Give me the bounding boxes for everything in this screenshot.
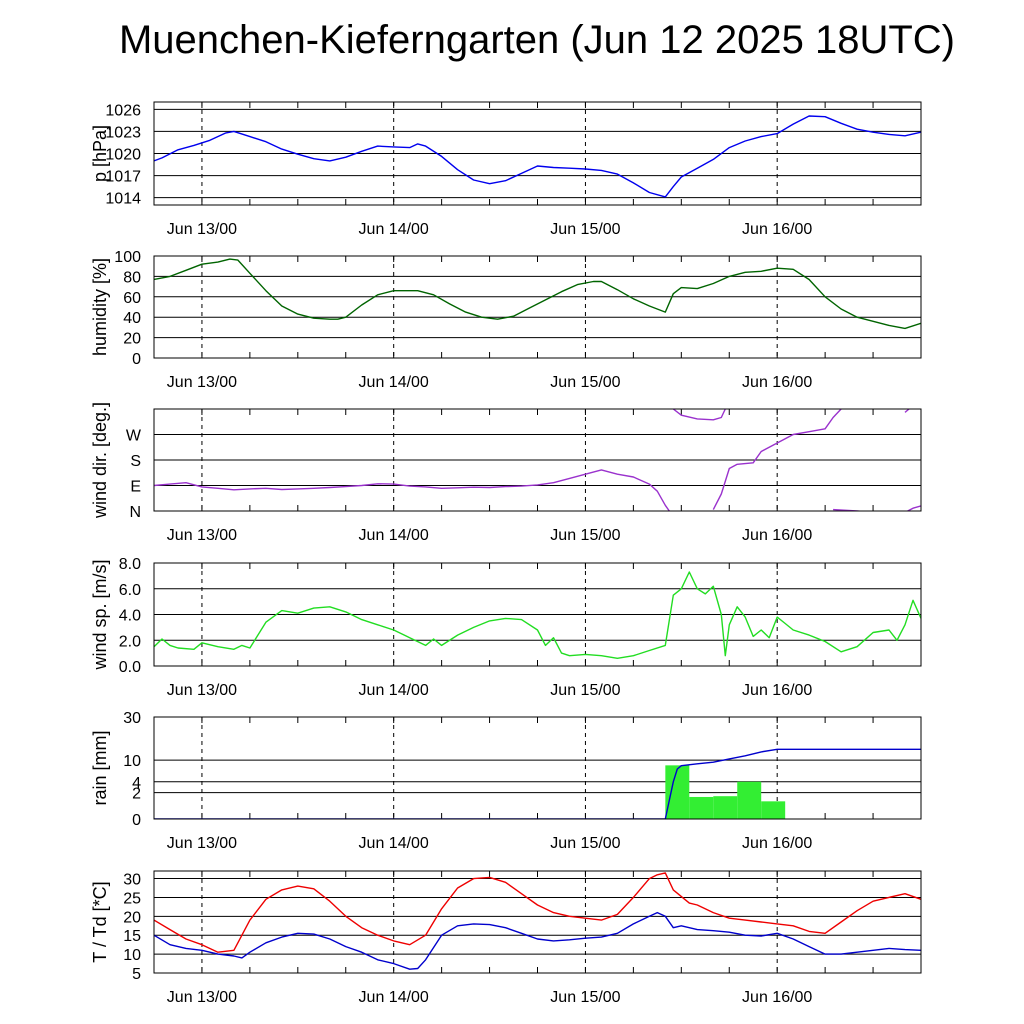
ytick-label: 4.0 — [119, 608, 141, 625]
plot-area — [154, 115, 921, 198]
xtick-label: Jun 15/00 — [550, 374, 620, 391]
ytick-label: 10 — [123, 947, 141, 964]
ytick-label: 6.0 — [119, 582, 141, 599]
panel-frame — [153, 562, 922, 667]
plot-area — [154, 258, 921, 330]
ytick-label: 40 — [123, 310, 141, 327]
panel-rain: 0 24 10 30 Jun 13/00 Jun 14/00 Jun 15/00 Jun 16… — [90, 710, 922, 852]
ytick-label: 5 — [132, 966, 141, 983]
xtick-label: Jun 13/00 — [167, 374, 237, 391]
ytick-label: S — [130, 453, 141, 470]
rain-bar — [665, 765, 690, 819]
plot-area — [154, 571, 921, 659]
series-line-wind_dir — [672, 409, 726, 421]
y-axis-label: wind sp. [m/s] — [90, 559, 110, 670]
ytick-label: 100 — [114, 249, 141, 266]
ytick-label: 8.0 — [119, 556, 141, 573]
ytick-label: 0.0 — [119, 659, 141, 676]
y-axis-label: p [hPa] — [90, 125, 110, 182]
ytick-label: 80 — [123, 269, 141, 286]
ytick-label: 1020 — [105, 147, 141, 164]
ytick-label: 2.0 — [119, 633, 141, 650]
ytick-label: 1014 — [105, 191, 141, 208]
y-axis-label: rain [mm] — [90, 730, 110, 805]
plot-area — [154, 872, 921, 970]
series-line-temperature — [154, 872, 921, 953]
xtick-label: Jun 15/00 — [550, 221, 620, 238]
xtick-label: Jun 13/00 — [167, 221, 237, 238]
y-axis-label: wind dir. [deg.] — [90, 402, 110, 519]
xtick-label: Jun 14/00 — [359, 989, 429, 1006]
panel-frame — [153, 101, 922, 206]
xtick-label: Jun 16/00 — [742, 989, 812, 1006]
ytick-label: 0 — [132, 812, 141, 829]
ytick-label: 2 — [132, 786, 141, 803]
ytick-label: 1023 — [105, 124, 141, 141]
ytick-label: 4 — [132, 775, 141, 792]
ytick-label: 25 — [123, 890, 141, 907]
rain-bar — [737, 781, 762, 819]
xtick-label: Jun 14/00 — [359, 221, 429, 238]
xtick-label: Jun 16/00 — [742, 835, 812, 852]
ytick-label: 10 — [123, 753, 141, 770]
y-axis-label: humidity [%] — [90, 258, 110, 356]
panel-frame — [153, 870, 922, 974]
xtick-label: Jun 15/00 — [550, 835, 620, 852]
ytick-label: 30 — [123, 872, 141, 889]
xtick-label: Jun 14/00 — [359, 682, 429, 699]
xtick-label: Jun 16/00 — [742, 682, 812, 699]
panel-wind_speed: 0.0 2.0 4.0 6.0 8.0 Jun 13/00 Jun 14/00 Jun 15/… — [90, 556, 922, 699]
xtick-label: Jun 14/00 — [359, 835, 429, 852]
xtick-label: Jun 16/00 — [742, 374, 812, 391]
ytick-label: 0 — [132, 351, 141, 368]
ytick-label: 60 — [123, 290, 141, 307]
panel-frame — [153, 408, 922, 512]
series-line-wind_dir — [833, 505, 921, 511]
plot-area — [154, 409, 921, 511]
plot-area — [154, 748, 921, 819]
xtick-label: Jun 15/00 — [550, 682, 620, 699]
ytick-label: 1026 — [105, 102, 141, 119]
series-line-wind_dir — [154, 469, 670, 511]
xtick-label: Jun 13/00 — [167, 682, 237, 699]
panel-humidity: 0 20 40 60 80 100 Jun 13/00 Jun 14/00 Jun 15/00 J… — [90, 249, 922, 391]
rain-bar — [689, 796, 714, 819]
ytick-label: 20 — [123, 909, 141, 926]
series-line-wind_speed — [154, 571, 921, 659]
y-axis-label: T / Td [*C] — [90, 881, 110, 962]
xtick-label: Jun 14/00 — [359, 374, 429, 391]
xtick-label: Jun 13/00 — [167, 989, 237, 1006]
rain-bar — [761, 801, 786, 819]
xtick-label: Jun 13/00 — [167, 527, 237, 544]
ytick-label: E — [130, 479, 141, 496]
xtick-label: Jun 14/00 — [359, 527, 429, 544]
xtick-label: Jun 15/00 — [550, 527, 620, 544]
series-line-wind_dir — [904, 409, 910, 413]
series-line-wind_dir — [712, 409, 842, 510]
ytick-label: 15 — [123, 928, 141, 945]
ytick-label: W — [126, 428, 142, 445]
series-line-temperature — [154, 911, 921, 970]
rain-bar — [713, 796, 738, 819]
ytick-label: N — [129, 504, 141, 521]
ytick-label: 20 — [123, 331, 141, 348]
page-title: Muenchen-Kieferngarten (Jun 12 2025 18UT… — [118, 18, 956, 62]
xtick-label: Jun 15/00 — [550, 989, 620, 1006]
ytick-label: 30 — [123, 710, 141, 727]
panel-pressure: 1014 1017 1020 1023 1026 Jun 13/00 Jun 14/00 Ju… — [90, 101, 922, 238]
series-line-rain — [154, 748, 921, 819]
xtick-label: Jun 16/00 — [742, 221, 812, 238]
series-line-humidity — [154, 258, 921, 330]
xtick-label: Jun 16/00 — [742, 527, 812, 544]
xtick-label: Jun 13/00 — [167, 835, 237, 852]
panel-frame — [153, 255, 922, 359]
series-line-pressure — [154, 115, 921, 198]
ytick-label: 1017 — [105, 169, 141, 186]
panel-frame — [153, 716, 922, 820]
